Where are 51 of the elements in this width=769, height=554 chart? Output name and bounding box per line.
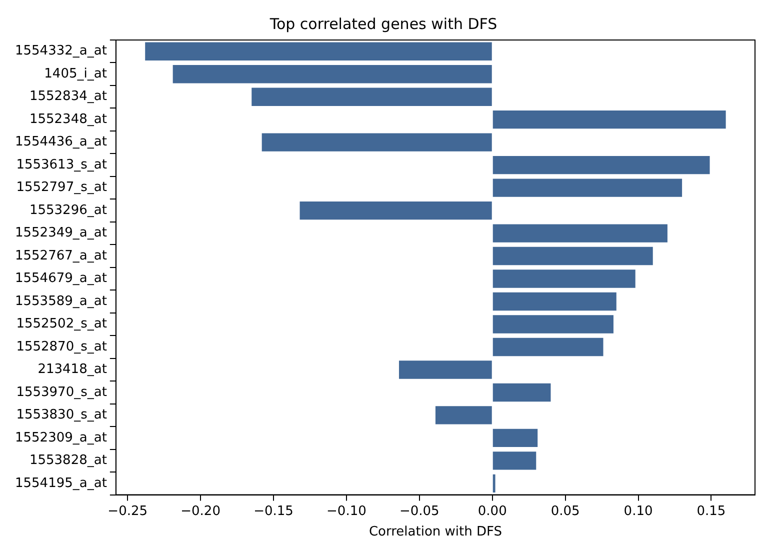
bar <box>492 383 551 402</box>
bar <box>492 178 682 197</box>
x-tick-label: 0.15 <box>696 504 726 519</box>
bar <box>492 474 496 493</box>
bar <box>252 88 492 106</box>
bar <box>145 42 492 60</box>
bar <box>492 156 710 174</box>
y-tick-label: 1552309_a_at <box>14 430 107 446</box>
y-tick-label: 1554679_a_at <box>14 271 107 286</box>
y-tick-label: 1405_i_at <box>44 66 107 82</box>
x-tick-label: 0.05 <box>550 504 580 519</box>
bar <box>492 246 653 266</box>
y-tick-label: 1552870_s_at <box>16 339 107 354</box>
bar <box>300 201 492 220</box>
y-tick-label: 1553296_at <box>29 202 107 218</box>
chart-title: Top correlated genes with DFS <box>268 14 498 33</box>
bar <box>492 315 614 334</box>
x-tick-label: 0.10 <box>624 504 653 519</box>
x-tick-label: 0.00 <box>478 504 507 519</box>
bar <box>398 360 492 379</box>
y-tick-label: 1552349_a_at <box>14 226 107 241</box>
x-tick-label: −0.05 <box>399 504 440 519</box>
x-tick-label: −0.20 <box>180 504 220 519</box>
bar <box>492 224 668 242</box>
y-tick-label: 1552767_a_at <box>14 248 107 264</box>
y-tick-label: 1553828_at <box>29 453 107 468</box>
y-tick-label: 1554436_a_at <box>14 134 107 150</box>
bar <box>492 110 726 129</box>
bar <box>492 292 616 311</box>
bar <box>492 452 536 470</box>
y-tick-label: 1552348_at <box>29 112 107 127</box>
x-axis-title: Correlation with DFS <box>368 524 502 540</box>
y-tick-label: 1554195_a_at <box>14 476 107 491</box>
y-tick-label: 1553589_a_at <box>14 294 107 309</box>
y-tick-label: 213418_at <box>38 362 107 378</box>
bar <box>492 270 636 288</box>
y-tick-label: 1553830_s_at <box>16 408 107 423</box>
y-tick-label: 1552797_s_at <box>16 180 107 196</box>
y-tick-label: 1553613_s_at <box>16 157 107 172</box>
y-tick-label: 1554332_a_at <box>14 44 107 59</box>
bar <box>492 338 604 356</box>
x-tick-label: −0.15 <box>254 504 294 519</box>
x-tick-label: −0.10 <box>326 504 366 519</box>
bar <box>172 65 492 84</box>
bar <box>435 406 492 424</box>
bar <box>492 428 538 448</box>
y-tick-label: 1553970_s_at <box>16 384 107 400</box>
y-tick-label: 1552834_at <box>29 89 107 104</box>
x-tick-label: −0.25 <box>108 504 148 519</box>
bar <box>262 133 492 152</box>
y-tick-label: 1552502_s_at <box>16 316 107 332</box>
